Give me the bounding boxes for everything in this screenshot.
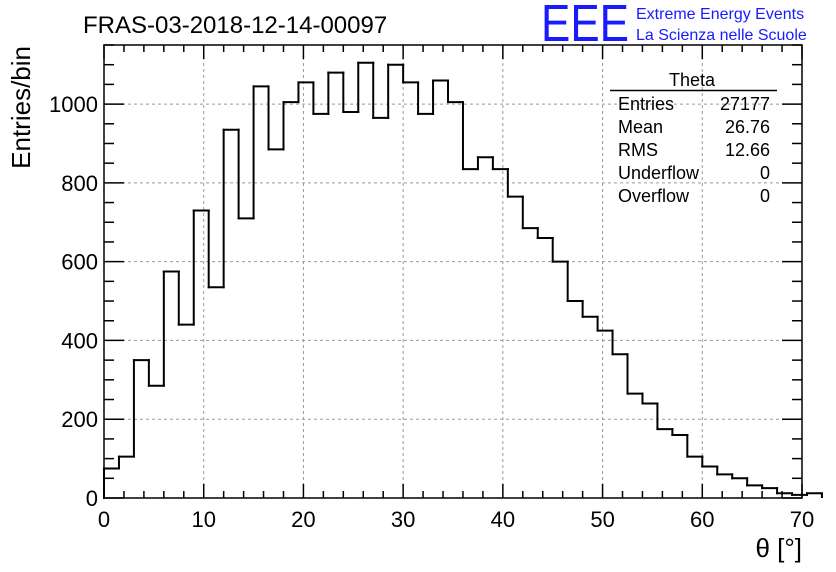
y-tick-labels: 0 200 400 600 800 1000 xyxy=(49,92,98,511)
stats-box: Theta Entries 27177 Mean 26.76 RMS 12.66 Under… xyxy=(610,70,777,206)
x-tick-label: 20 xyxy=(291,507,315,532)
x-tick-label: 60 xyxy=(690,507,714,532)
x-tick-labels: 0 10 20 30 40 50 60 70 xyxy=(98,507,814,532)
y-tick-label: 0 xyxy=(86,486,98,511)
stats-row-label: Underflow xyxy=(618,163,700,183)
histogram-bins xyxy=(103,61,823,499)
logo-line-2: La Scienza nelle Scuole xyxy=(636,27,807,44)
y-tick-label: 200 xyxy=(61,407,98,432)
eee-logo-mark: EEE xyxy=(541,0,629,53)
x-tick-label: 70 xyxy=(790,507,814,532)
x-tick-label: 0 xyxy=(98,507,110,532)
y-tick-label: 400 xyxy=(61,328,98,353)
stats-row-value: 0 xyxy=(760,163,770,183)
plot-frame-border xyxy=(103,44,803,499)
x-tick-label: 10 xyxy=(191,507,215,532)
x-tick-label: 50 xyxy=(590,507,614,532)
stats-row-value: 27177 xyxy=(720,94,770,114)
x-tick-label: 40 xyxy=(491,507,515,532)
stats-row-label: Mean xyxy=(618,117,663,137)
y-tick-label: 800 xyxy=(61,171,98,196)
chart-title: FRAS-03-2018-12-14-00097 xyxy=(83,12,387,39)
y-axis-label: Entries/bin xyxy=(6,46,36,169)
stats-row-value: 26.76 xyxy=(725,117,770,137)
logo-line-1: Extreme Energy Events xyxy=(636,6,804,23)
x-tick-label: 30 xyxy=(391,507,415,532)
stats-box-title: Theta xyxy=(669,70,716,90)
y-tick-label: 1000 xyxy=(49,92,98,117)
x-axis-label: θ [°] xyxy=(755,533,802,563)
stats-row-value: 12.66 xyxy=(725,140,770,160)
y-tick-label: 600 xyxy=(61,250,98,275)
stats-row-label: RMS xyxy=(618,140,658,160)
stats-row-value: 0 xyxy=(760,186,770,206)
plot-frame xyxy=(103,44,803,499)
grid-lines xyxy=(104,45,802,498)
stats-row-label: Overflow xyxy=(618,186,690,206)
eee-logo: EEE Extreme Energy Events La Scienza nel… xyxy=(541,0,807,53)
stats-row-label: Entries xyxy=(618,94,674,114)
